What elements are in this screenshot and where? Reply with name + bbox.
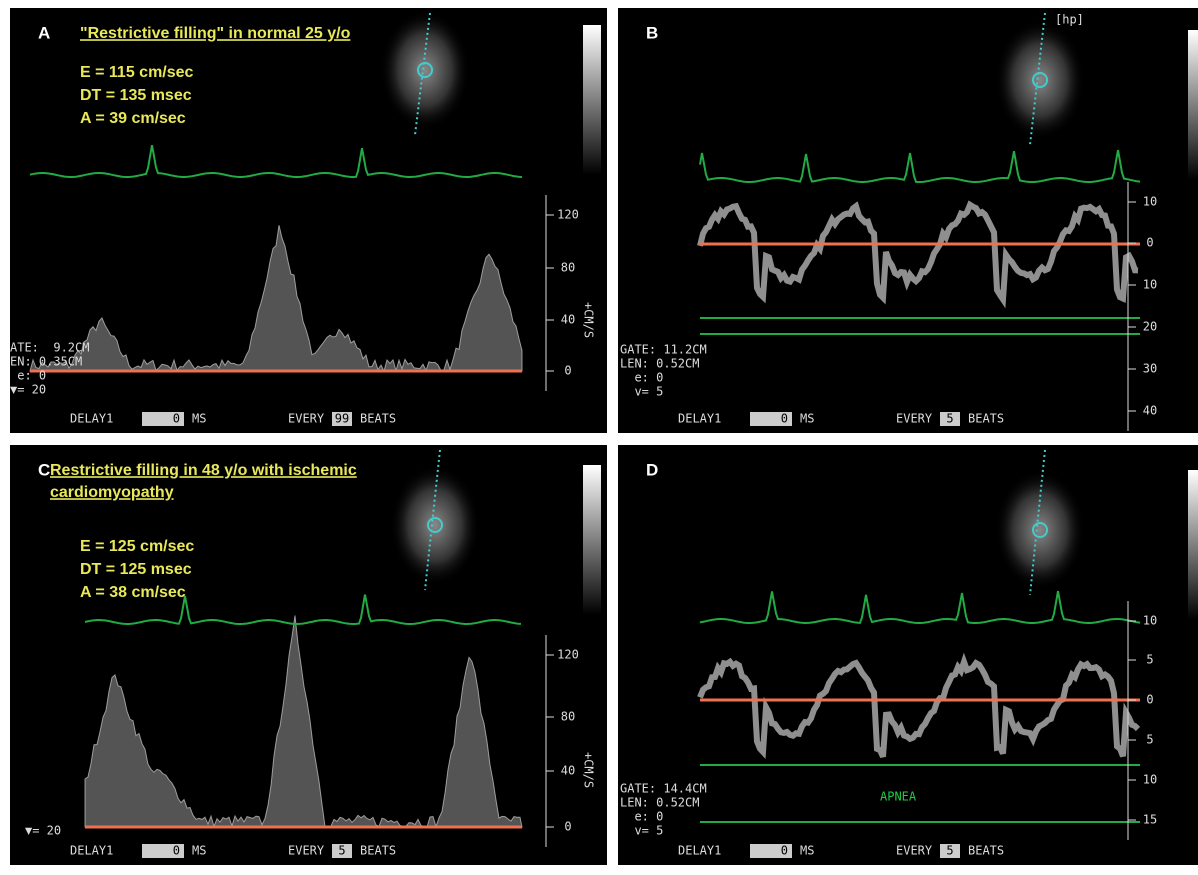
measurement: DT = 135 msec (80, 87, 192, 104)
scale-label: 10 (1143, 195, 1157, 209)
unit-label: +CM/S (582, 302, 596, 338)
gate-info: ▼= 20 (25, 824, 61, 838)
panel: 120 80 40 0 +CM/S A "Restrictive filling" in n… (10, 8, 607, 433)
delay-label: DELAY1 (70, 412, 113, 426)
gate-info: EN: 0.35CM (10, 355, 82, 369)
scale-label: 10 (1143, 278, 1157, 292)
panel-title: Restrictive filling in 48 y/o with ische… (50, 462, 357, 479)
sector-image (995, 20, 1085, 140)
scale-label: 120 (557, 648, 579, 662)
scale-label: 15 (1143, 813, 1157, 827)
grayscale-bar (1188, 470, 1198, 620)
scale-label: 80 (561, 261, 575, 275)
delay-label: DELAY1 (678, 844, 721, 858)
panel-letter: B (646, 23, 658, 42)
scale-label: 10 (1143, 773, 1157, 787)
scale-label: 120 (557, 208, 579, 222)
every-value: 5 (338, 844, 345, 858)
delay-unit: MS (800, 844, 814, 858)
gate-info: GATE: 11.2CM (620, 343, 707, 357)
grayscale-bar (583, 25, 601, 175)
grayscale-bar (583, 465, 601, 615)
figure: 120 80 40 0 +CM/S A "Restrictive filling" in n… (0, 0, 1198, 870)
delay-unit: MS (192, 412, 206, 426)
gate-info: LEN: 0.52CM (620, 357, 699, 371)
gate-info: v= 5 (620, 385, 663, 399)
measurement: A = 38 cm/sec (80, 584, 186, 601)
every-value: 5 (946, 412, 953, 426)
scale-label: 5 (1146, 653, 1153, 667)
scale-label: 10 (1143, 614, 1157, 628)
every-unit: BEATS (968, 412, 1004, 426)
every-unit: BEATS (968, 844, 1004, 858)
measurement: A = 39 cm/sec (80, 110, 186, 127)
scale-label: 40 (561, 313, 575, 327)
every-label: EVERY (288, 844, 325, 858)
measurement: DT = 125 msec (80, 561, 192, 578)
delay-value: 0 (781, 412, 788, 426)
every-value: 5 (946, 844, 953, 858)
gate-info: v= 5 (620, 824, 663, 838)
apnea-note: APNEA (880, 790, 917, 804)
every-label: EVERY (896, 412, 933, 426)
grayscale-bar (1188, 30, 1198, 180)
sector-image (390, 465, 480, 585)
scale-label: 30 (1143, 362, 1157, 376)
gate-info: ▼= 20 (10, 383, 46, 397)
delay-value: 0 (173, 844, 180, 858)
scale-label: 5 (1146, 733, 1153, 747)
measurement: E = 125 cm/sec (80, 538, 194, 555)
every-value: 99 (335, 412, 349, 426)
panel-title: cardiomyopathy (50, 484, 174, 501)
delay-label: DELAY1 (678, 412, 721, 426)
every-unit: BEATS (360, 844, 396, 858)
scale-label: 0 (1146, 236, 1153, 250)
gate-info: e: 0 (620, 810, 663, 824)
scale-label: 40 (561, 764, 575, 778)
every-unit: BEATS (360, 412, 396, 426)
delay-unit: MS (192, 844, 206, 858)
mode-tag: [hp] (1055, 13, 1084, 27)
panel-title: "Restrictive filling" in normal 25 y/o (80, 25, 351, 42)
gate-info: e: 0 (10, 369, 46, 383)
scale-label: 80 (561, 710, 575, 724)
scale-label: 20 (1143, 320, 1157, 334)
delay-unit: MS (800, 412, 814, 426)
delay-value: 0 (173, 412, 180, 426)
every-label: EVERY (288, 412, 325, 426)
panel-background (618, 8, 1198, 433)
every-label: EVERY (896, 844, 933, 858)
gate-info: GATE: 14.4CM (620, 782, 707, 796)
panel-letter: A (38, 23, 50, 42)
scale-label: 0 (1146, 693, 1153, 707)
panel-letter: C (38, 460, 50, 479)
unit-label: +CM/S (582, 752, 596, 788)
scale-label: 40 (1143, 404, 1157, 418)
delay-value: 0 (781, 844, 788, 858)
sector-image (380, 10, 470, 130)
gate-info: ATE: 9.2CM (10, 341, 89, 355)
scale-label: 0 (564, 820, 571, 834)
scale-label: 0 (564, 364, 571, 378)
sector-image (995, 470, 1085, 590)
measurement: E = 115 cm/sec (80, 64, 194, 81)
panel-letter: D (646, 460, 658, 479)
gate-info: LEN: 0.52CM (620, 796, 699, 810)
gate-info: e: 0 (620, 371, 663, 385)
delay-label: DELAY1 (70, 844, 113, 858)
